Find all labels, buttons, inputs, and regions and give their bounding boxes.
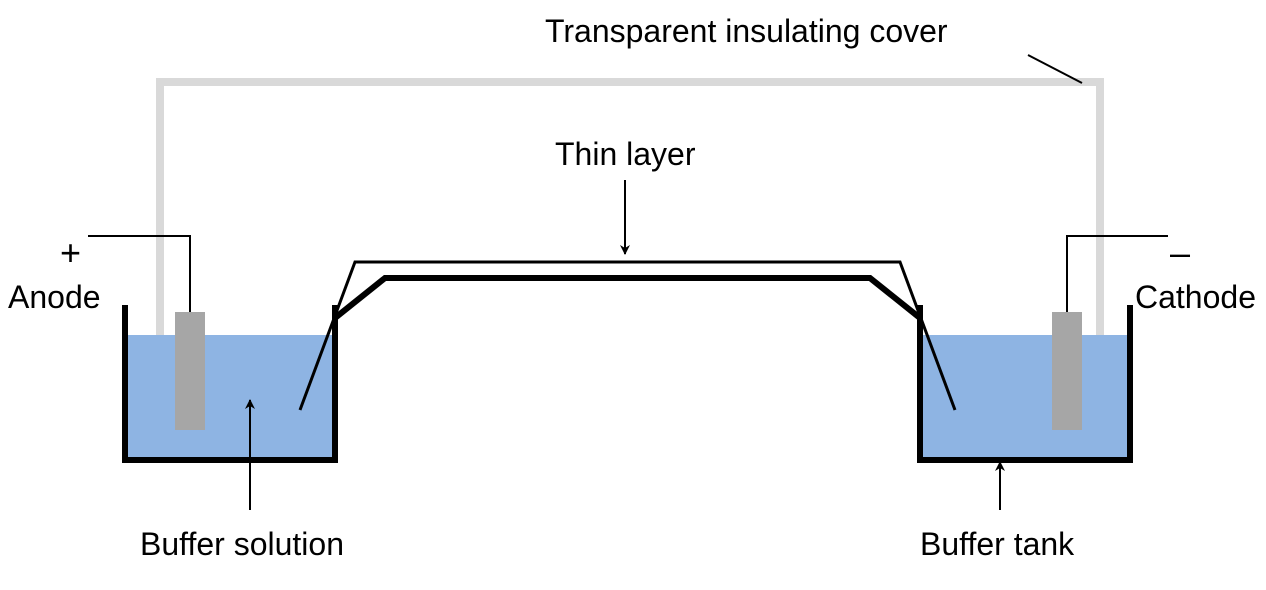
cathode-electrode [1052, 312, 1082, 430]
cathode-label: Cathode [1135, 279, 1256, 315]
thin-layer-label: Thin layer [555, 136, 696, 172]
cathode-sign: – [1170, 232, 1190, 273]
buffer-solution-label: Buffer solution [140, 526, 344, 562]
left-buffer-tank-buffer [128, 335, 332, 457]
cover-label: Transparent insulating cover [545, 13, 948, 49]
buffer-tank-label: Buffer tank [920, 526, 1075, 562]
right-buffer-tank-buffer [923, 335, 1127, 457]
anode-label: Anode [8, 279, 101, 315]
anode-electrode [175, 312, 205, 430]
anode-sign: + [60, 232, 81, 273]
